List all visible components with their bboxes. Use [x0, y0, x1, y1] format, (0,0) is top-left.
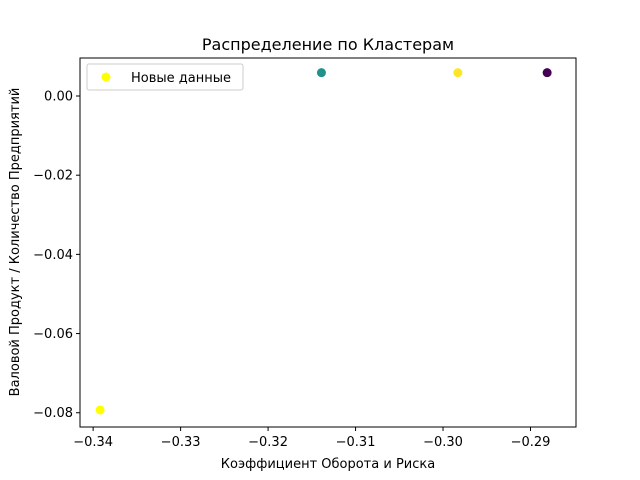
legend-label: Новые данные	[131, 71, 231, 86]
x-axis-label: Коэффициент Оборота и Риска	[221, 457, 435, 472]
legend-box	[86, 63, 244, 91]
data-point	[316, 68, 326, 78]
tick-layer: −0.34 −0.33 −0.32 −0.31 −0.30 −0.29 0.00 −0.02 −…	[33, 90, 550, 450]
y-tick-label: −0.08	[33, 406, 73, 421]
x-tick-label: −0.30	[423, 435, 463, 450]
plot-frame	[79, 57, 577, 428]
x-tick-label: −0.33	[161, 435, 201, 450]
points-layer	[95, 68, 552, 415]
chart-title: Распределение по Кластерам	[202, 35, 454, 54]
y-tick-label: −0.04	[33, 248, 73, 263]
y-tick-label: 0.00	[44, 90, 73, 105]
x-tick-label: −0.34	[73, 435, 113, 450]
data-point	[542, 68, 552, 78]
data-point	[453, 68, 463, 78]
y-axis-label: Валовой Продукт / Количество Предприятий	[8, 88, 23, 397]
legend: Новые данные	[86, 63, 244, 91]
x-tick-label: −0.31	[336, 435, 376, 450]
y-tick-label: −0.06	[33, 327, 73, 342]
data-point	[95, 405, 105, 415]
x-tick-label: −0.32	[248, 435, 288, 450]
x-tick-label: −0.29	[511, 435, 551, 450]
y-tick-label: −0.02	[33, 169, 73, 184]
legend-marker	[101, 72, 111, 82]
